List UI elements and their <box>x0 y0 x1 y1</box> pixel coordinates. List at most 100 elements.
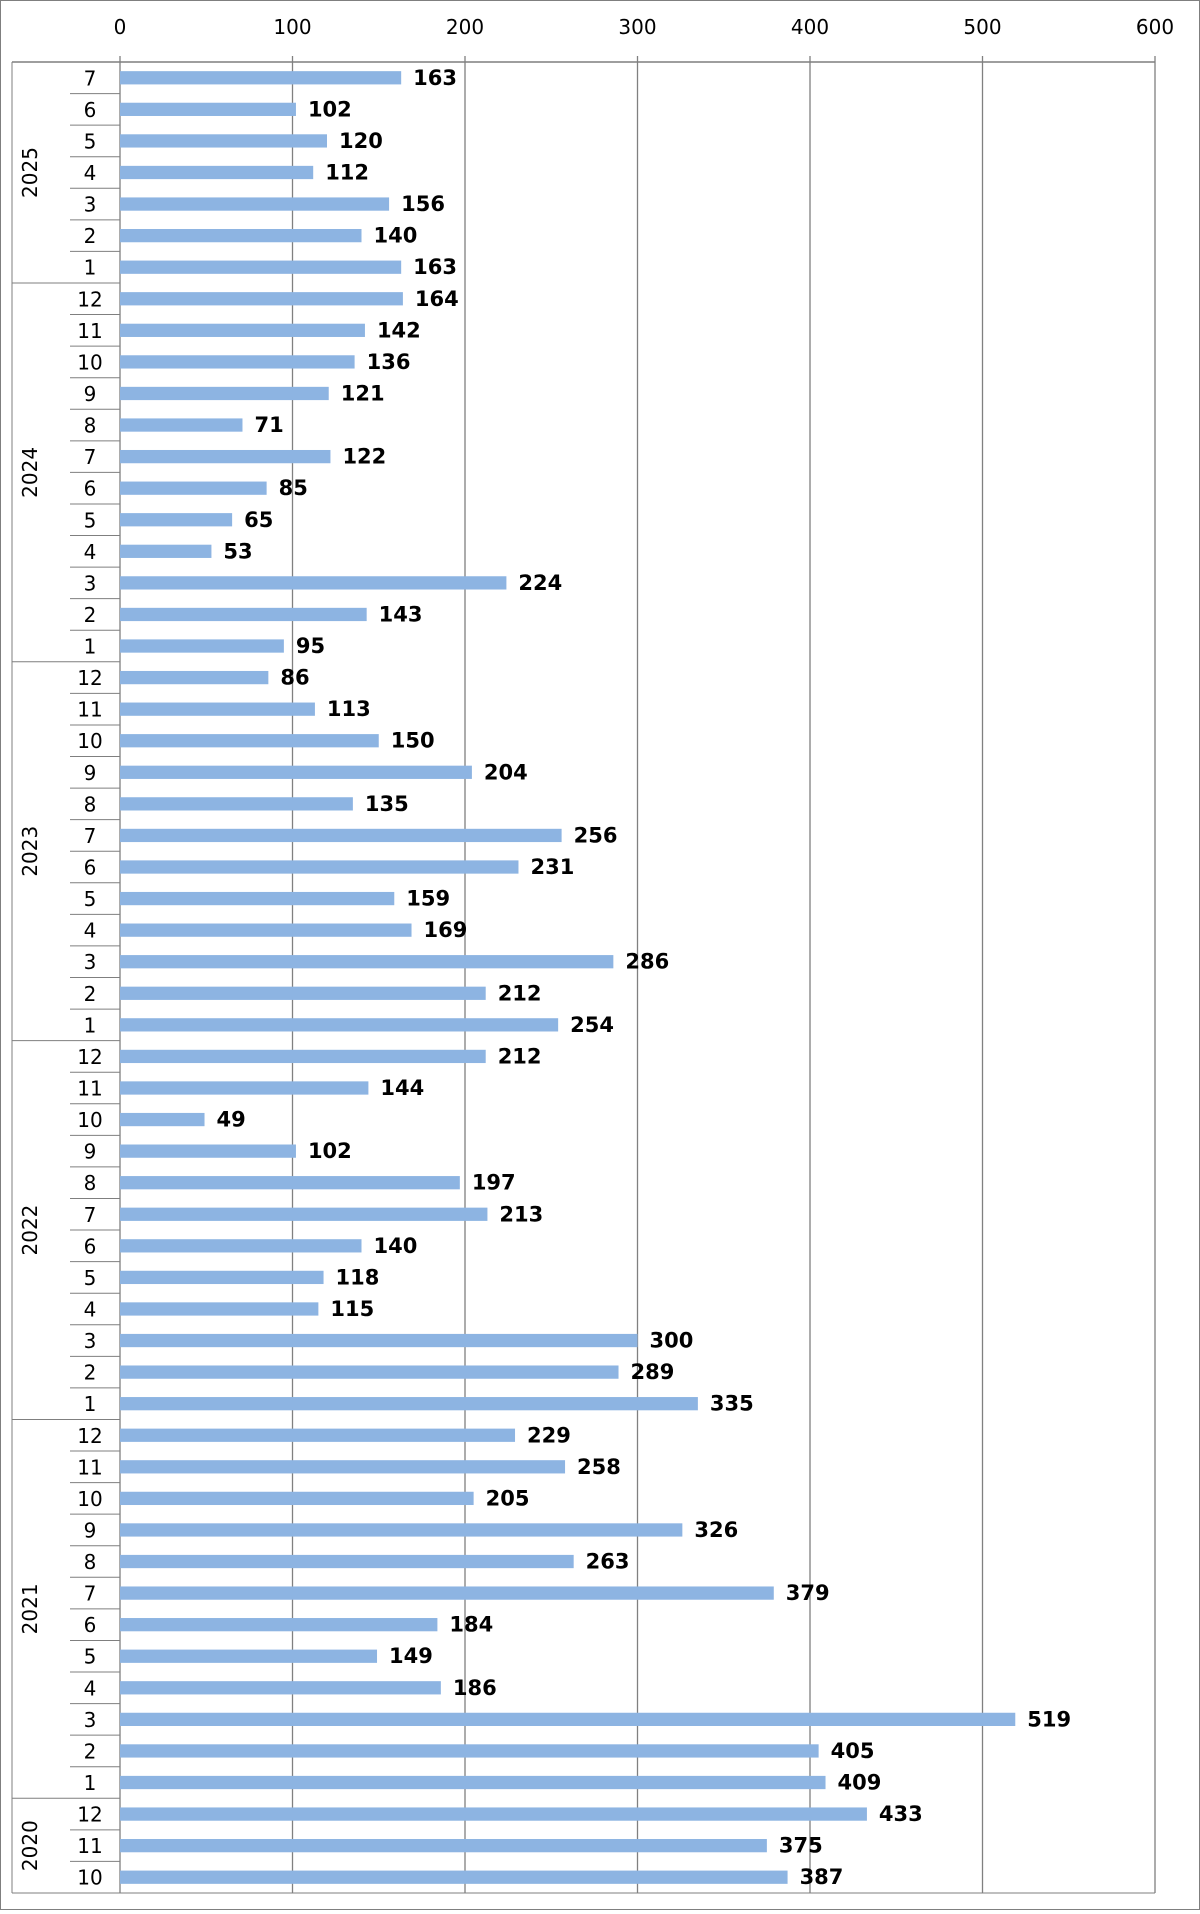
bar <box>120 1839 767 1853</box>
bar <box>120 1302 319 1316</box>
data-label: 169 <box>424 918 468 942</box>
category-label: 3 <box>84 193 97 217</box>
bar <box>120 797 353 811</box>
data-label: 224 <box>518 571 562 595</box>
data-label: 53 <box>223 539 252 563</box>
category-label: 6 <box>84 98 97 122</box>
bar <box>120 1112 205 1127</box>
data-label: 405 <box>831 1739 875 1763</box>
bar <box>120 418 243 432</box>
category-label: 1 <box>84 1392 97 1416</box>
data-label: 387 <box>800 1865 844 1889</box>
category-label: 5 <box>84 887 97 911</box>
data-label: 65 <box>244 508 273 532</box>
category-label: 6 <box>84 477 97 501</box>
data-label: 204 <box>484 760 528 784</box>
category-label: 8 <box>84 1171 97 1195</box>
bar <box>120 1239 362 1253</box>
data-label: 142 <box>377 318 421 342</box>
bar <box>120 1397 698 1411</box>
data-label: 85 <box>279 476 308 500</box>
data-label: 212 <box>498 1044 542 1068</box>
data-label: 258 <box>577 1455 621 1479</box>
bar <box>120 228 362 243</box>
bar <box>120 891 395 906</box>
bar <box>120 1144 296 1158</box>
category-label: 5 <box>84 129 97 153</box>
bar <box>120 670 269 685</box>
bar <box>120 702 315 716</box>
bar <box>120 1744 819 1758</box>
category-label: 7 <box>84 824 97 848</box>
category-label: 1 <box>84 635 97 659</box>
data-label: 121 <box>341 381 385 405</box>
bar <box>120 260 402 274</box>
bar <box>120 165 314 180</box>
x-tick-label: 500 <box>963 15 1001 39</box>
bar <box>120 134 327 148</box>
data-label: 140 <box>374 1234 418 1258</box>
data-label: 205 <box>486 1486 530 1510</box>
data-label: 433 <box>879 1802 923 1826</box>
category-label: 5 <box>84 508 97 532</box>
category-label: 6 <box>84 1234 97 1258</box>
bar <box>120 1807 867 1821</box>
data-label: 186 <box>453 1676 497 1700</box>
bar <box>120 1618 438 1632</box>
data-label: 118 <box>336 1265 380 1289</box>
data-label: 112 <box>325 160 369 184</box>
group-label: 2024 <box>18 447 42 498</box>
bar <box>120 1775 826 1790</box>
group-label: 2023 <box>18 826 42 877</box>
data-label: 184 <box>449 1613 493 1637</box>
bar <box>120 1428 516 1442</box>
category-label: 7 <box>84 66 97 90</box>
data-label: 115 <box>330 1297 374 1321</box>
data-label: 86 <box>280 666 309 690</box>
category-label: 8 <box>84 792 97 816</box>
category-label: 11 <box>77 1076 102 1100</box>
bar <box>120 765 472 779</box>
bar <box>120 1491 474 1506</box>
category-label: 8 <box>84 1550 97 1574</box>
bar <box>120 1649 378 1663</box>
category-label: 6 <box>84 1613 97 1637</box>
bar <box>120 71 402 85</box>
bar <box>120 1018 559 1032</box>
bar <box>120 828 562 843</box>
bar <box>120 1270 324 1285</box>
data-label: 113 <box>327 697 371 721</box>
data-label: 519 <box>1027 1707 1071 1731</box>
group-label: 2022 <box>18 1205 42 1256</box>
category-label: 2 <box>84 1739 97 1763</box>
data-label: 163 <box>413 66 457 90</box>
category-label: 4 <box>84 161 97 185</box>
bar <box>120 734 379 748</box>
category-label: 12 <box>77 1045 102 1069</box>
category-label: 11 <box>77 1455 102 1479</box>
group-label: 2021 <box>18 1583 42 1634</box>
category-label: 12 <box>77 1424 102 1448</box>
data-label: 156 <box>401 192 445 216</box>
data-label: 149 <box>389 1644 433 1668</box>
category-label: 4 <box>84 1297 97 1321</box>
data-label: 164 <box>415 287 459 311</box>
bar <box>120 1049 486 1064</box>
data-label: 143 <box>379 602 423 626</box>
category-label: 9 <box>84 1140 97 1164</box>
data-label: 286 <box>625 950 669 974</box>
bar <box>120 197 390 211</box>
bar <box>120 955 614 969</box>
x-tick-label: 100 <box>273 15 311 39</box>
category-label: 10 <box>77 1487 102 1511</box>
data-label: 300 <box>650 1329 694 1353</box>
category-label: 6 <box>84 856 97 880</box>
bar <box>120 1365 619 1379</box>
bar <box>120 1460 566 1474</box>
category-label: 1 <box>84 1013 97 1037</box>
data-label: 254 <box>570 1013 614 1037</box>
data-label: 379 <box>786 1581 830 1605</box>
category-label: 5 <box>84 1645 97 1669</box>
category-label: 10 <box>77 729 102 753</box>
